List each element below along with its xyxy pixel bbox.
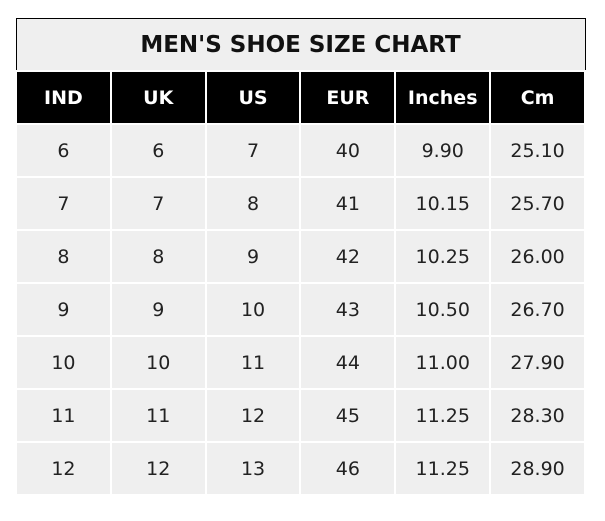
table-cell: 12 [204, 388, 302, 443]
table-cell: 25.10 [489, 123, 586, 178]
table-cell: 26.00 [489, 229, 586, 284]
table-cell: 10 [204, 282, 302, 337]
table-cell: 11 [109, 388, 207, 443]
table-cell: 43 [299, 282, 397, 337]
table-row: 8 8 9 42 10.25 26.00 [15, 229, 586, 284]
column-header: UK [109, 70, 207, 125]
table-cell: 45 [299, 388, 397, 443]
column-header: US [204, 70, 302, 125]
table-cell: 41 [299, 176, 397, 231]
table-row: 11 11 12 45 11.25 28.30 [15, 388, 586, 443]
table-cell: 6 [15, 123, 112, 178]
column-header: Cm [489, 70, 586, 125]
table-cell: 9.90 [394, 123, 492, 178]
table-cell: 8 [109, 229, 207, 284]
table-cell: 42 [299, 229, 397, 284]
table-cell: 11 [204, 335, 302, 390]
table-cell: 13 [204, 441, 302, 496]
table-cell: 7 [109, 176, 207, 231]
table-cell: 6 [109, 123, 207, 178]
table-cell: 27.90 [489, 335, 586, 390]
table-cell: 7 [204, 123, 302, 178]
table-cell: 12 [109, 441, 207, 496]
table-cell: 10 [15, 335, 112, 390]
table-cell: 10.50 [394, 282, 492, 337]
table-cell: 44 [299, 335, 397, 390]
table-cell: 7 [15, 176, 112, 231]
column-header: Inches [394, 70, 492, 125]
size-chart-table: MEN'S SHOE SIZE CHART IND UK US EUR Inches Cm… [15, 18, 586, 496]
table-cell: 12 [15, 441, 112, 496]
table-cell: 11.25 [394, 441, 492, 496]
table-row: 7 7 8 41 10.15 25.70 [15, 176, 586, 231]
table-row: 12 12 13 46 11.25 28.90 [15, 441, 586, 496]
header-row: IND UK US EUR Inches Cm [15, 70, 586, 125]
table-row: 6 6 7 40 9.90 25.10 [15, 123, 586, 178]
table-cell: 9 [204, 229, 302, 284]
table-cell: 8 [204, 176, 302, 231]
table-cell: 10.15 [394, 176, 492, 231]
chart-title: MEN'S SHOE SIZE CHART [16, 18, 585, 71]
table-cell: 11 [15, 388, 112, 443]
table-cell: 40 [299, 123, 397, 178]
table-cell: 10.25 [394, 229, 492, 284]
table-cell: 28.90 [489, 441, 586, 496]
table-row: 10 10 11 44 11.00 27.90 [15, 335, 586, 390]
table-cell: 25.70 [489, 176, 586, 231]
column-header: EUR [299, 70, 397, 125]
table-cell: 26.70 [489, 282, 586, 337]
table-row: 9 9 10 43 10.50 26.70 [15, 282, 586, 337]
table-cell: 46 [299, 441, 397, 496]
column-header: IND [15, 70, 112, 125]
table-cell: 11.25 [394, 388, 492, 443]
table-cell: 28.30 [489, 388, 586, 443]
table-cell: 10 [109, 335, 207, 390]
table-cell: 9 [109, 282, 207, 337]
table-cell: 8 [15, 229, 112, 284]
table-cell: 9 [15, 282, 112, 337]
table-cell: 11.00 [394, 335, 492, 390]
